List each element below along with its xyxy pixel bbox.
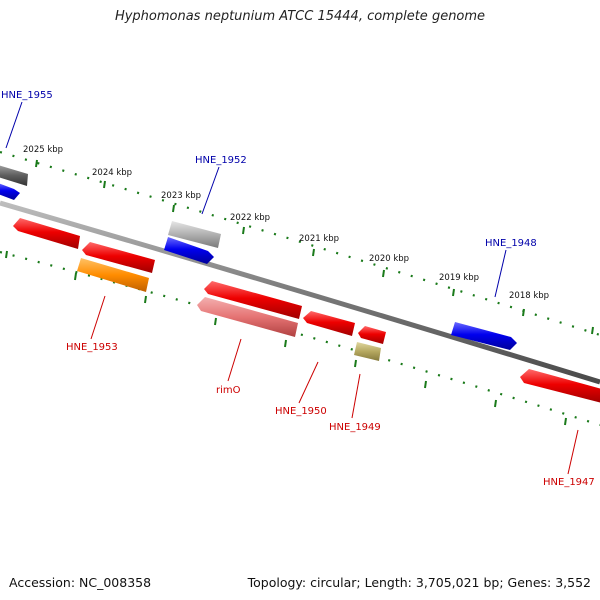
gene-hne-1948-arrow[interactable] (451, 322, 517, 350)
gene-hne-1955-arrow[interactable] (0, 183, 20, 200)
gene-red-arrow-2[interactable] (82, 242, 155, 273)
gene-red-arrow-3[interactable] (204, 281, 302, 319)
gene-red-arrow-1[interactable] (13, 218, 80, 249)
gene-label-hne-1947[interactable]: HNE_1947 (543, 477, 595, 488)
gene-hne-1947-arrow[interactable] (520, 369, 600, 403)
gene-label-hne-1955[interactable]: HNE_1955 (1, 90, 53, 101)
tick-label: 2019 kbp (439, 273, 479, 283)
gene-dark-arrow[interactable] (0, 165, 28, 186)
gene-hne-1952-arrow[interactable] (164, 237, 214, 264)
outer-tick-track (0, 150, 600, 337)
tick-label: 2018 kbp (509, 291, 549, 301)
tick-label: 2022 kbp (230, 213, 270, 223)
gene-label-hne-1950[interactable]: HNE_1950 (275, 406, 327, 417)
tick-label: 2021 kbp (299, 234, 339, 244)
accession-text: Accession: NC_008358 (9, 575, 152, 590)
gene-label-hne-1949[interactable]: HNE_1949 (329, 422, 381, 433)
map-title: Hyphomonas neptunium ATCC 15444, complet… (114, 9, 486, 24)
gene-rimo-arrow[interactable] (197, 297, 298, 337)
genome-backbone (0, 200, 600, 385)
tick-label: 2025 kbp (23, 145, 63, 155)
gene-hne-1950-arrow[interactable] (303, 311, 355, 336)
label-leader-lines (5, 101, 579, 475)
kbp-labels: 2025 kbp 2024 kbp 2023 kbp 2022 kbp 2021… (23, 145, 549, 301)
tick-label: 2023 kbp (161, 191, 201, 201)
gene-hne-1953-arrow[interactable] (77, 258, 149, 292)
gene-hne-1949-red-arrow[interactable] (358, 326, 386, 344)
major-ticks (5, 159, 594, 426)
topology-text: Topology: circular; Length: 3,705,021 bp… (247, 575, 591, 590)
tick-label: 2020 kbp (369, 254, 409, 264)
gene-label-rimo[interactable]: rimO (216, 385, 241, 396)
gene-label-hne-1948[interactable]: HNE_1948 (485, 238, 537, 249)
gene-hne-1949-arrow[interactable] (354, 342, 381, 361)
gene-labels: HNE_1955 HNE_1952 HNE_1948 HNE_1953 rimO… (1, 90, 595, 488)
gene-label-hne-1952[interactable]: HNE_1952 (195, 155, 247, 166)
gene-label-hne-1953[interactable]: HNE_1953 (66, 342, 118, 353)
tick-label: 2024 kbp (92, 168, 132, 178)
gene-grey-arrow[interactable] (168, 221, 221, 248)
